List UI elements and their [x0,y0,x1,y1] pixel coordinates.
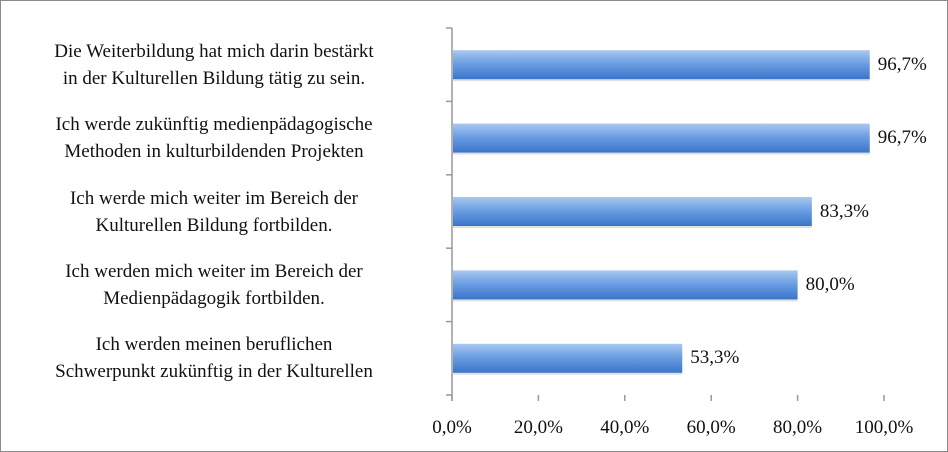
category-label: Ich werden mich weiter im Bereich der Med… [1,258,429,312]
bar [453,270,798,300]
data-label: 83,3% [819,200,869,222]
category-label: Die Weiterbildung hat mich darin bestärk… [1,38,429,92]
bar [453,343,683,373]
data-label: 53,3% [690,347,740,369]
category-label-line: in der Kulturellen Bildung tätig zu sein… [62,67,366,89]
data-label: 96,7% [877,53,927,75]
x-tick-label: 80,0% [773,417,823,438]
category-label: Ich werden meinen beruflichen Schwerpunkt… [1,331,429,385]
data-label: 80,0% [805,273,855,295]
category-label-line: Medienpädagogik fortbilden. [103,287,325,309]
bar-shadow [453,372,683,375]
x-tick-label: 40,0% [600,417,650,438]
category-label-line: Kulturellen Bildung fortbilden. [95,214,333,236]
bar-shadow [453,226,812,228]
x-tick-label: 100,0% [854,417,914,438]
category-label-line: Methoden in kulturbildenden Projekten [64,141,364,163]
category-label-line: Ich werde mich weiter im Bereich der [69,187,359,209]
category-label-line: Schwerpunkt zukünftig in der Kulturellen [55,361,373,383]
category-label-line: Ich werden mich weiter im Bereich der [65,260,363,282]
category-label-line: Die Weiterbildung hat mich darin bestärk… [54,40,374,62]
bar-shadow [453,79,870,82]
category-label: Ich werde zukünftig medienpädagogische Me… [1,111,429,165]
category-label: Ich werde mich weiter im Bereich der Kult… [1,185,429,239]
category-label-line: Ich werden meinen beruflichen [95,334,333,356]
category-label-line: Ich werde zukünftig medienpädagogische [55,114,373,136]
bar [453,50,870,80]
x-tick-label: 0,0% [432,417,472,438]
x-tick-label: 20,0% [513,417,563,438]
bar-shadow [453,152,870,155]
data-label: 96,7% [877,127,927,149]
x-tick-label: 60,0% [686,417,736,438]
bar [453,123,870,153]
bar [453,197,812,226]
bar-shadow [453,299,798,302]
